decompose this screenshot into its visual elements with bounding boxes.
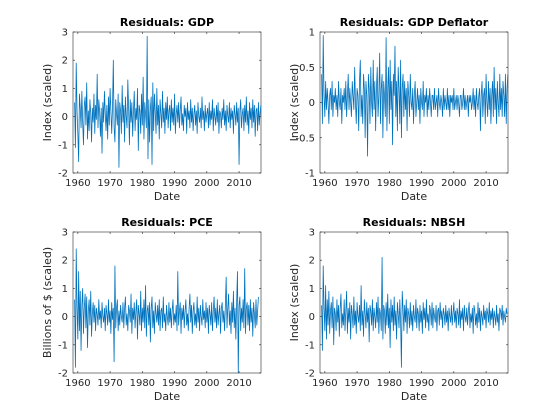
y-tick-label: 3 [62,228,68,239]
y-axis-label: Index (scaled) [288,264,301,342]
x-tick-label: 1970 [344,378,369,389]
y-axis-label: Index (scaled) [288,64,301,142]
x-tick-label: 2010 [473,178,498,189]
y-tick-label: 2 [62,56,68,67]
x-tick-label: 1980 [130,178,155,189]
y-tick-label: -1 [305,169,315,180]
x-tick-label: 1980 [377,178,402,189]
x-tick-label: 1990 [409,378,434,389]
chart-title: Residuals: GDP Deflator [340,16,489,29]
y-tick-label: 0.5 [299,63,315,74]
y-tick-label: 3 [62,28,68,39]
y-axis-label: Index (scaled) [41,64,54,142]
x-tick-label: 1960 [312,378,337,389]
y-tick-label: 0 [62,312,68,323]
y-tick-label: 1 [309,284,315,295]
x-tick-label: 2010 [226,378,251,389]
y-tick-label: 0 [62,112,68,123]
x-tick-label: 1990 [162,378,187,389]
y-tick-label: 1 [309,28,315,39]
x-tick-label: 2000 [441,378,466,389]
y-tick-label: -2 [58,169,68,180]
y-tick-label: 3 [309,228,315,239]
x-tick-label: 1960 [65,378,90,389]
x-axis-label: Date [401,190,428,203]
y-tick-label: 2 [62,256,68,267]
plot-area [72,231,262,374]
x-tick-label: 1970 [97,378,122,389]
y-tick-label: -1 [58,340,68,351]
x-tick-label: 1970 [344,178,369,189]
x-tick-label: 1980 [377,378,402,389]
x-tick-label: 2000 [194,378,219,389]
y-axis-label: Billions of $ (scaled) [41,247,54,358]
x-tick-label: 1970 [97,178,122,189]
x-tick-label: 1960 [65,178,90,189]
y-tick-label: 1 [62,84,68,95]
chart-title: Residuals: PCE [121,216,213,229]
x-tick-label: 1990 [409,178,434,189]
series-line [321,256,508,368]
y-tick-label: 0 [309,312,315,323]
y-tick-label: 0 [309,98,315,109]
x-axis-label: Date [401,390,428,403]
y-tick-label: -1 [305,340,315,351]
series-line [74,248,259,374]
y-tick-label: -1 [58,140,68,151]
y-tick-label: -0.5 [295,133,315,144]
x-tick-label: 1990 [162,178,187,189]
series-line [321,35,509,157]
y-tick-label: -2 [305,369,315,380]
x-tick-label: 2010 [473,378,498,389]
plot-area [319,231,509,374]
x-tick-label: 2000 [441,178,466,189]
subplot-gdp-deflator: Residuals: GDP Deflator Date Index (scal… [288,16,509,203]
y-tick-label: -2 [58,369,68,380]
subplot-pce: Residuals: PCE Date Billions of $ (scale… [41,216,262,403]
subplot-gdp: Residuals: GDP Date Index (scaled) 1960 1… [41,16,262,203]
x-axis-label: Date [154,190,181,203]
x-axis-label: Date [154,390,181,403]
x-tick-label: 1980 [130,378,155,389]
subplot-nbsh: Residuals: NBSH Date Index (scaled) 1960… [288,216,509,403]
x-tick-label: 2010 [226,178,251,189]
x-tick-label: 1960 [312,178,337,189]
series-line [74,35,262,168]
chart-title: Residuals: GDP [120,16,214,29]
y-tick-label: 2 [309,256,315,267]
y-tick-label: 1 [62,284,68,295]
chart-title: Residuals: NBSH [363,216,466,229]
x-tick-label: 2000 [194,178,219,189]
